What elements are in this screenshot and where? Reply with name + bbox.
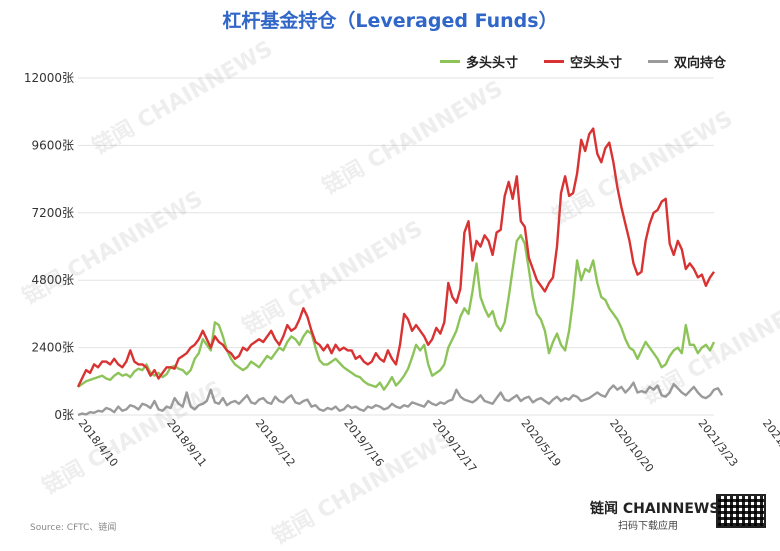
series-line-short xyxy=(76,127,715,388)
x-tick-label: 2018/4/10 xyxy=(76,417,121,469)
source-note: Source: CFTC、链闻 xyxy=(30,523,117,533)
legend: 多头头寸 空头头寸 双向持仓 xyxy=(440,52,726,71)
legend-label-spread: 双向持仓 xyxy=(674,56,727,71)
x-tick-label: 2021/3/23 xyxy=(696,417,741,469)
legend-item-short: 空头头寸 xyxy=(544,52,622,71)
x-tick-label: 2018/9/11 xyxy=(164,417,209,469)
y-tick-label: 12000张 xyxy=(24,71,74,85)
legend-item-long: 多头头寸 xyxy=(440,52,518,71)
chart-title: 杠杆基金持仓（Leveraged Funds） xyxy=(222,10,558,32)
legend-item-spread: 双向持仓 xyxy=(648,52,726,71)
legend-swatch-long xyxy=(440,60,460,63)
x-tick-label: 2021/7/13 xyxy=(760,417,780,469)
y-tick-label: 9600张 xyxy=(31,138,74,152)
legend-label-short: 空头头寸 xyxy=(570,56,623,71)
y-tick-label: 2400张 xyxy=(31,341,74,355)
y-tick-label: 0张 xyxy=(54,408,74,422)
x-tick-label: 2019/2/12 xyxy=(253,417,298,469)
brand-subtitle: 扫码下载应用 xyxy=(618,521,678,532)
chart-svg: 0张 2400张 4800张 7200张 9600张 12000张 2018/4/10 201… xyxy=(24,71,780,475)
legend-label-long: 多头头寸 xyxy=(466,56,519,71)
legend-swatch-spread xyxy=(648,60,669,63)
x-tick-label: 2020/5/19 xyxy=(518,417,563,469)
legend-swatch-short xyxy=(544,60,565,63)
x-tick-label: 2019/12/17 xyxy=(430,417,479,475)
x-tick-label: 2020/10/20 xyxy=(607,417,656,475)
y-tick-label: 7200张 xyxy=(31,206,74,220)
brand-logo: 链闻 CHAINNEWS xyxy=(590,501,720,517)
qr-code xyxy=(716,494,766,528)
series-line-spread xyxy=(77,381,724,417)
y-tick-label: 4800张 xyxy=(31,273,74,287)
series-line-long xyxy=(77,234,716,391)
x-tick-label: 2019/7/16 xyxy=(341,417,386,469)
